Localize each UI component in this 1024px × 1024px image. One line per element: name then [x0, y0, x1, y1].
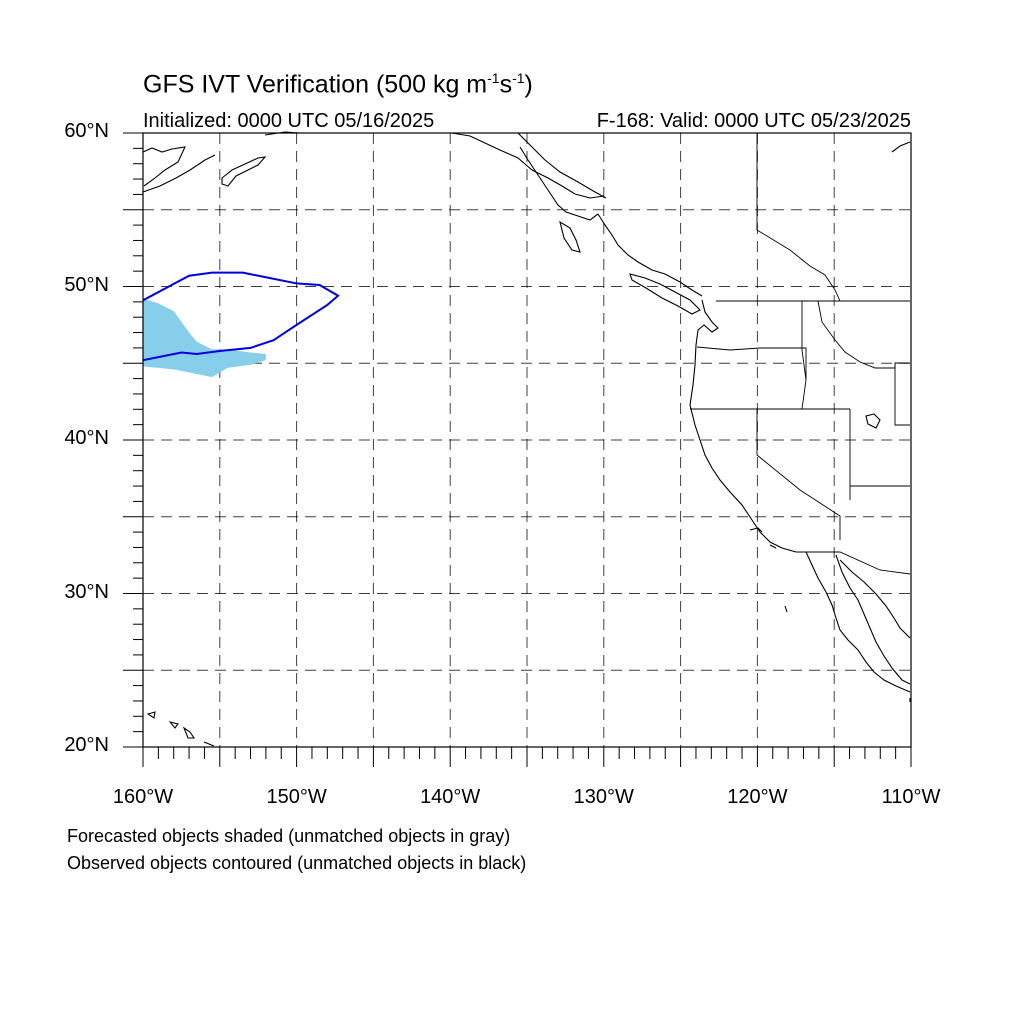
lon-label: 120°W	[727, 786, 788, 808]
hawaii-islands	[146, 711, 215, 747]
alaska-coast	[451, 132, 605, 199]
lat-label: 60°N	[64, 120, 109, 142]
bc-alberta-border	[756, 133, 841, 302]
alaska-panhandle	[519, 146, 599, 221]
vancouver-island	[629, 273, 701, 315]
canada-coast-ne	[891, 141, 911, 153]
lon-label: 130°W	[573, 786, 634, 808]
map-frame	[142, 132, 912, 748]
wyoming-border	[894, 363, 910, 426]
baja-coast	[805, 551, 911, 693]
washington-oregon-border	[696, 346, 807, 380]
lon-label: 140°W	[420, 786, 481, 808]
idaho-montana-border	[817, 300, 910, 369]
coastlines	[142, 131, 911, 747]
mainland-mexico-coast	[839, 559, 911, 639]
lat-label: 30°N	[64, 580, 109, 603]
idaho-border	[801, 301, 807, 410]
haida-gwaii	[559, 220, 581, 253]
forecast-object-shading	[143, 298, 266, 378]
california-nevada-border	[756, 409, 841, 540]
baja-gulf-coast	[835, 554, 911, 685]
init-time-label: Initialized: 0000 UTC 05/16/2025	[143, 110, 435, 132]
lon-label: 160°W	[112, 786, 174, 808]
lon-label: 150°W	[266, 786, 327, 808]
alaska-coast	[142, 146, 186, 187]
observed-legend-note: Observed objects contoured (unmatched ob…	[67, 853, 527, 873]
axis-ticks	[123, 132, 912, 767]
great-salt-lake	[865, 413, 881, 429]
lat-label: 50°N	[64, 273, 109, 296]
west-coast	[689, 299, 806, 553]
alaska-border	[517, 132, 607, 199]
bc-coast	[597, 213, 703, 297]
observed-object-contour	[142, 271, 340, 362]
channel-islands	[749, 527, 777, 549]
guadalupe-island	[784, 605, 788, 613]
map-title: GFS IVT Verification (500 kg m-1s-1)	[143, 70, 533, 99]
graticule	[143, 133, 911, 747]
political-borders	[690, 133, 911, 575]
lat-label: 20°N	[64, 734, 109, 756]
valid-time-label: F-168: Valid: 0000 UTC 05/23/2025	[596, 110, 911, 132]
kodiak-island	[221, 156, 267, 187]
forecast-legend-note: Forecasted objects shaded (unmatched obj…	[67, 826, 511, 846]
lat-label: 40°N	[64, 427, 109, 449]
us-mexico-border	[806, 551, 911, 575]
lon-label: 110°W	[881, 786, 941, 808]
alaska-coast	[142, 154, 216, 193]
